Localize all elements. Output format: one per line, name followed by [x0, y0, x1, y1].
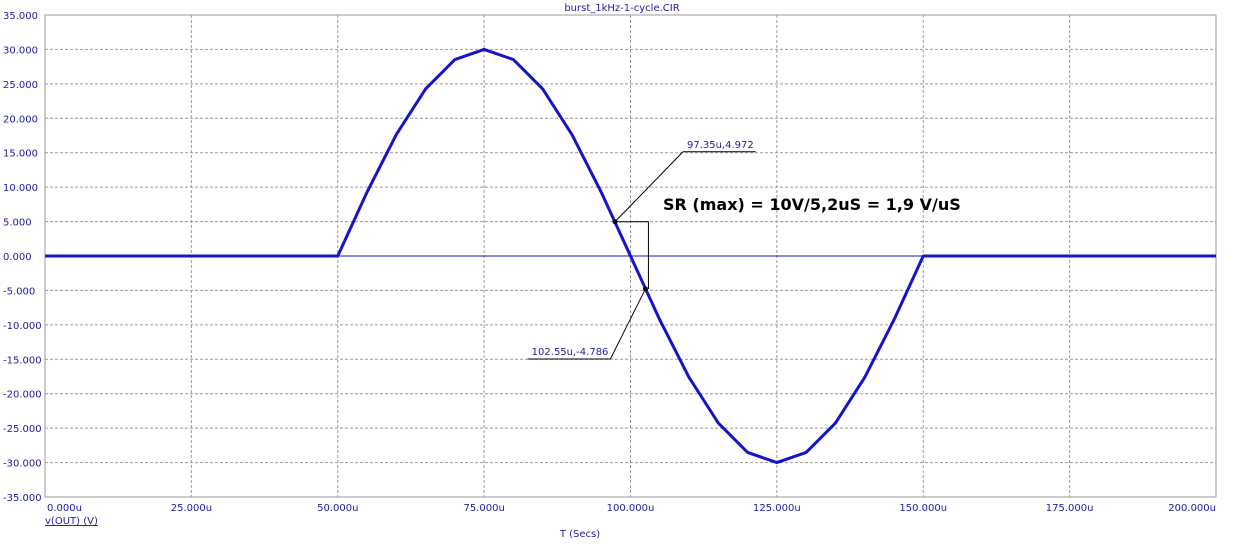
x-tick-label: 125.000u — [753, 503, 801, 514]
x-tick-label: 25.000u — [171, 503, 212, 514]
y-tick-label: -25.000 — [3, 424, 42, 435]
annotation: SR (max) = 10V/5,2uS = 1,9 V/uS — [663, 195, 961, 214]
y-tick-label: 25.000 — [3, 80, 38, 91]
y-tick-label: 20.000 — [3, 114, 38, 125]
y-tick-label: 35.000 — [3, 11, 38, 22]
x-axis-label: T (Secs) — [559, 529, 600, 540]
marker-label: 97.35u,4.972 — [687, 140, 754, 151]
x-tick-label: 75.000u — [463, 503, 504, 514]
x-tick-label: 0.000u — [47, 503, 82, 514]
y-tick-label: -20.000 — [3, 390, 42, 401]
x-tick-label: 150.000u — [899, 503, 947, 514]
y-tick-label: -15.000 — [3, 355, 42, 366]
y-tick-label: 30.000 — [3, 45, 38, 56]
x-tick-label: 50.000u — [317, 503, 358, 514]
y-tick-label: 15.000 — [3, 149, 38, 160]
marker-leader — [614, 151, 684, 223]
y-tick-label: -30.000 — [3, 459, 42, 470]
y-tick-label: -35.000 — [3, 493, 42, 504]
slope-box — [614, 221, 649, 289]
marker-label: 102.55u,-4.786 — [532, 347, 609, 358]
marker-leader — [609, 288, 646, 360]
x-tick-label: 175.000u — [1046, 503, 1094, 514]
chart-title: burst_1kHz-1-cycle.CIR — [564, 3, 679, 14]
x-tick-label: 100.000u — [607, 503, 655, 514]
y-tick-label: -10.000 — [3, 321, 42, 332]
x-tick-label: 200.000u — [1168, 503, 1216, 514]
y-tick-label: 10.000 — [3, 183, 38, 194]
y-tick-label: 0.000 — [3, 252, 32, 263]
y-tick-label: -5.000 — [3, 286, 35, 297]
y-tick-label: 5.000 — [3, 218, 32, 229]
series-line — [45, 47, 1216, 465]
legend-entry: v(OUT) (V) — [45, 516, 98, 527]
